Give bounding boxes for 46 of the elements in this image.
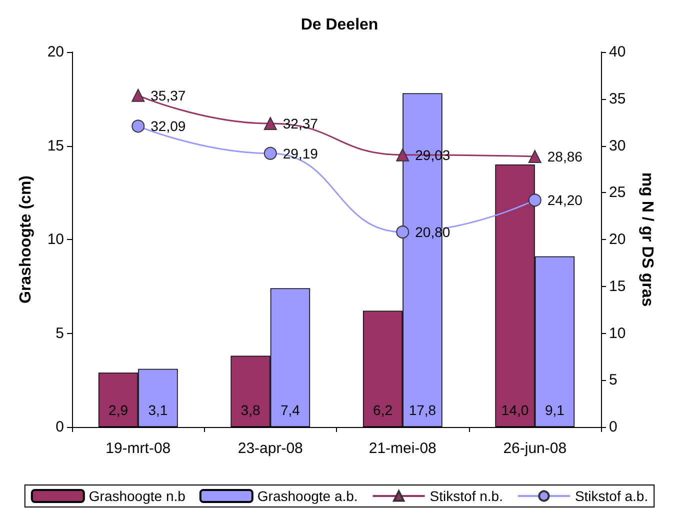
data-label: 32,09 [150, 118, 186, 134]
y-tick-label: 5 [56, 324, 64, 342]
y-tick-label: 15 [47, 137, 64, 154]
x-tick-label: 26-jun-08 [503, 440, 567, 457]
legend-label: Grashoogte n.b [88, 488, 186, 504]
y2-tick-label: 20 [609, 231, 626, 248]
point [264, 117, 277, 130]
y2-tick-label: 25 [609, 184, 626, 202]
data-label: 28,86 [547, 148, 583, 164]
x-tick-label: 21-mei-08 [368, 440, 436, 457]
data-label: 24,20 [547, 192, 583, 208]
y-tick-label: 20 [47, 44, 64, 60]
data-label: 3,1 [148, 402, 168, 418]
point [264, 146, 277, 160]
y2-tick-label: 35 [609, 90, 626, 108]
data-label: 17,8 [408, 402, 436, 418]
point [396, 148, 410, 162]
data-label: 35,37 [150, 87, 186, 104]
y2-tick-label: 30 [609, 137, 626, 154]
data-label: 2,9 [108, 402, 128, 418]
y2-tick-label: 10 [609, 324, 626, 342]
data-label: 7,4 [280, 402, 300, 418]
legend-label: Stikstof a.b. [574, 488, 648, 504]
x-tick-label: 23-apr-08 [238, 440, 303, 457]
legend-label: Stikstof n.b. [430, 488, 503, 504]
y-axis-title: Grashoogte (cm) [18, 175, 34, 304]
point [132, 88, 145, 102]
point [528, 194, 542, 207]
data-label: 29,19 [282, 145, 318, 162]
data-label: 14,0 [501, 402, 529, 418]
data-label: 6,2 [373, 402, 393, 418]
chart-title: De Deelen [300, 16, 378, 34]
point [396, 226, 410, 238]
legend-label: Grashoogte a.b. [257, 488, 358, 504]
x-tick-label: 19-mrt-08 [106, 440, 171, 457]
y2-tick-label: 40 [609, 44, 626, 60]
y2-tick-label: 15 [609, 278, 626, 295]
y2-tick-label: 0 [609, 418, 618, 436]
y2-axis-title: mg N / gr DS gras [638, 172, 656, 307]
y2-tick-label: 5 [609, 372, 618, 389]
data-label: 3,8 [240, 402, 260, 418]
data-label: 9,1 [544, 402, 565, 418]
point [528, 150, 542, 163]
y-tick-label: 10 [47, 231, 64, 248]
point [132, 120, 145, 133]
y-tick-label: 0 [56, 418, 64, 436]
